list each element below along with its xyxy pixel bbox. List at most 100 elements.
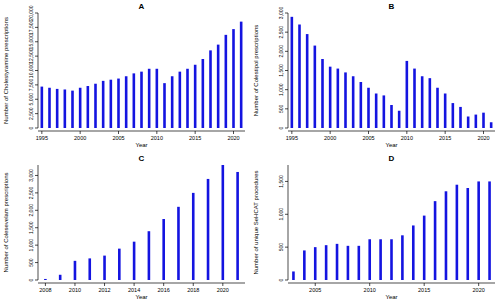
x-axis-label: Year [385, 294, 397, 300]
panel: CNumber of Colesevelam prescriptionsYear… [3, 154, 245, 300]
y-tick-label: 1,000 [278, 83, 284, 96]
bar [490, 122, 493, 128]
y-tick [35, 280, 38, 281]
bar [232, 29, 235, 128]
y-tick-label: 0 [278, 278, 284, 281]
bar [413, 69, 416, 128]
x-axis-label: Year [385, 142, 397, 148]
bar [240, 22, 243, 128]
x-tick [118, 131, 119, 134]
x-tick [163, 283, 164, 286]
figure: ANumber of Cholestyramine prescriptionsY… [0, 0, 500, 304]
bars [44, 165, 239, 280]
x-tick [291, 131, 292, 134]
y-tick-label: 500 [278, 243, 284, 252]
x-tick-label: 2014 [128, 287, 140, 293]
y-tick-label: 1,500 [278, 64, 284, 77]
panel: ANumber of Cholestyramine prescriptionsY… [3, 2, 245, 148]
y-tick-label: 1,000 [278, 208, 284, 221]
x-tick [104, 283, 105, 286]
bar [306, 34, 309, 128]
bar [88, 258, 91, 280]
y-tick-label: 500 [278, 104, 284, 113]
y-axis-label: Number of Cholestyramine prescriptions [3, 17, 9, 124]
y-tick [285, 181, 288, 182]
panel: D Number of unique SeHCAT procedures Year 0… [253, 154, 495, 300]
x-tick-label: 2010 [69, 287, 81, 293]
y-tick-label: 1,000 [28, 239, 34, 252]
bar [412, 225, 415, 280]
x-tick [41, 131, 42, 134]
y-tick-label: 20,000 [28, 5, 34, 21]
y-tick [35, 13, 38, 14]
y-tick [285, 13, 288, 14]
y-tick [285, 280, 288, 281]
y-tick-label: 10,000 [28, 63, 34, 79]
x-axis-line [288, 131, 495, 132]
y-axis-label: Number of Colesevelam prescriptions [3, 172, 9, 272]
y-tick [35, 113, 38, 114]
bar [452, 103, 455, 128]
x-tick [445, 131, 446, 134]
bar [133, 242, 136, 280]
y-tick-label: 15,000 [28, 34, 34, 50]
y-tick [35, 227, 38, 228]
x-tick-label: 2005 [309, 287, 321, 293]
bar [102, 81, 105, 128]
y-tick [35, 175, 38, 176]
y-axis-line [288, 165, 289, 280]
y-tick-label: 0 [278, 126, 284, 129]
bar [482, 113, 485, 128]
x-tick-label: 1995 [286, 135, 298, 141]
y-axis-label: Number of unique SeHCAT procedures [253, 170, 259, 274]
y-tick-label: 2,500 [28, 186, 34, 199]
bar [156, 69, 159, 128]
bar [429, 78, 432, 128]
x-axis-line [288, 283, 495, 284]
bar [202, 59, 205, 128]
x-tick [193, 283, 194, 286]
bar [140, 72, 143, 128]
bar [406, 61, 409, 128]
y-tick [285, 70, 288, 71]
x-tick [156, 131, 157, 134]
y-tick-label: 7,500 [28, 78, 34, 91]
panel-title: D [389, 154, 395, 163]
bar [148, 231, 151, 280]
bar [48, 88, 51, 128]
y-tick [35, 262, 38, 263]
x-tick-label: 2015 [189, 135, 201, 141]
y-tick-label: 0 [28, 278, 34, 281]
y-tick [35, 245, 38, 246]
bar [110, 80, 113, 128]
x-tick [222, 283, 223, 286]
bar [298, 25, 301, 129]
bar [347, 246, 350, 280]
x-tick [195, 131, 196, 134]
bar [291, 17, 294, 128]
bar [375, 94, 378, 129]
y-tick-label: 1,500 [28, 221, 34, 234]
x-tick [134, 283, 135, 286]
bar [456, 185, 459, 280]
bar [325, 245, 328, 280]
bar [171, 76, 174, 128]
bar [352, 76, 355, 128]
bar [467, 117, 470, 129]
x-tick-label: 2020 [217, 287, 229, 293]
bar [222, 165, 225, 280]
y-tick [35, 84, 38, 85]
bar [436, 88, 439, 128]
bar [344, 72, 347, 128]
x-tick-label: 2010 [401, 135, 413, 141]
bars [41, 22, 243, 128]
x-tick [406, 131, 407, 134]
x-tick-label: 2020 [473, 287, 485, 293]
y-tick-label: 3,000 [278, 7, 284, 20]
y-tick-label: 17,500 [28, 20, 34, 36]
panel-title: B [389, 2, 395, 11]
bar [209, 50, 212, 128]
x-tick [45, 283, 46, 286]
bars [292, 181, 491, 280]
y-tick-label: 12,500 [28, 48, 34, 64]
